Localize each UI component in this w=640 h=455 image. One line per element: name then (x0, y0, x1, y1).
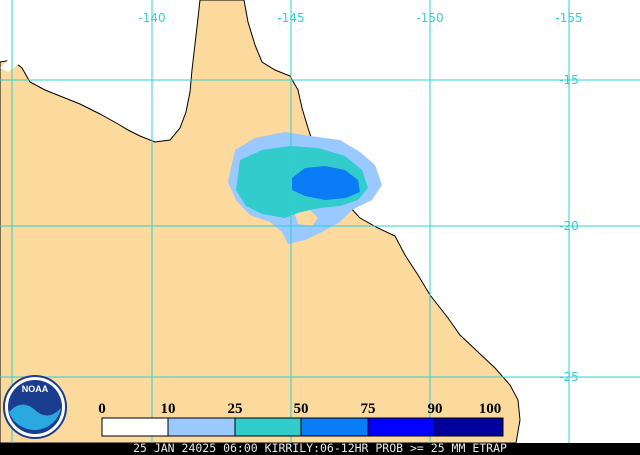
lon-label: -155 (555, 11, 582, 25)
logo-wave (9, 404, 61, 431)
lon-label: -140 (138, 11, 165, 25)
scale-label: 25 (228, 401, 243, 417)
lat-label: -25 (559, 370, 579, 384)
scale-segment (300, 417, 369, 437)
scale-label: 10 (161, 401, 176, 417)
scale-label: 90 (428, 401, 443, 417)
scale-segment (101, 417, 169, 437)
scale-segment (167, 417, 236, 437)
lat-label: -15 (559, 73, 579, 87)
lon-label: -145 (277, 11, 304, 25)
graticule (0, 0, 640, 443)
lon-label: -150 (416, 11, 443, 25)
caption: 25 JAN 24025 06:00 KIRRILY:06-12HR PROB … (133, 441, 507, 455)
prob-50-75 (292, 166, 360, 200)
noaa-logo: NOAA (3, 375, 67, 439)
scale-segment (234, 417, 302, 437)
island (0, 55, 22, 72)
scale-label: 0 (98, 401, 106, 417)
scale-label: 100 (479, 401, 502, 417)
logo-text: NOAA (22, 384, 49, 394)
scale-label: 50 (294, 401, 309, 417)
scale-segment (367, 417, 436, 437)
lat-label: -20 (559, 219, 579, 233)
land-patch (295, 210, 318, 226)
land (0, 0, 521, 444)
caption-bar (0, 443, 640, 455)
scale-segment (434, 417, 504, 437)
scale-label: 75 (361, 401, 376, 417)
